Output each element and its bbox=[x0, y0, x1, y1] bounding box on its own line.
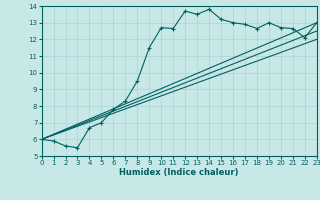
X-axis label: Humidex (Indice chaleur): Humidex (Indice chaleur) bbox=[119, 168, 239, 177]
